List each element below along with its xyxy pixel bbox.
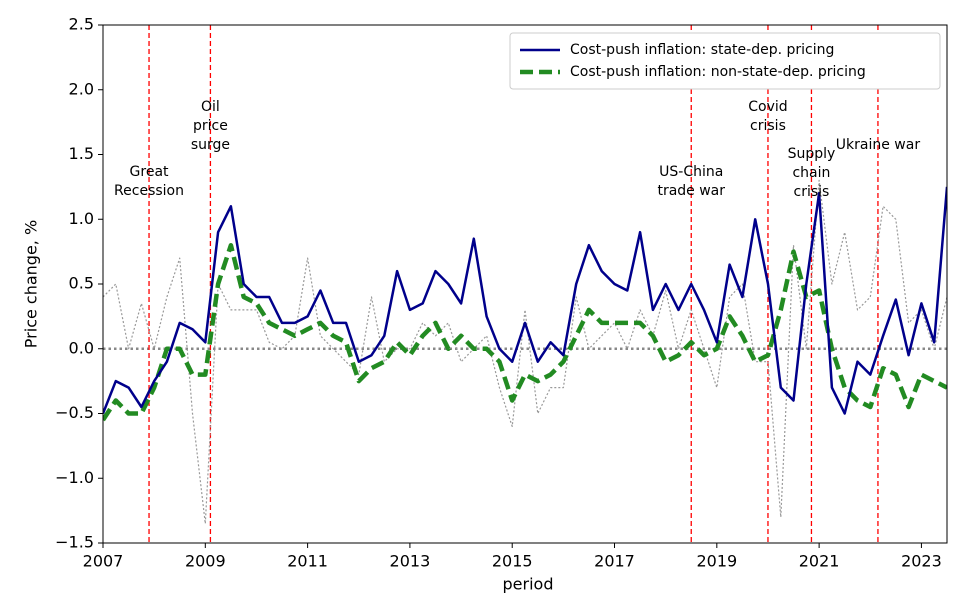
plot-area: [103, 25, 947, 543]
event-label: crisis: [794, 184, 830, 200]
event-label: Oil: [201, 99, 220, 115]
y-tick-label: 2.0: [69, 79, 94, 98]
event-label: chain: [792, 165, 830, 181]
x-tick-label: 2019: [696, 552, 737, 571]
y-tick-label: 1.5: [69, 144, 94, 163]
x-tick-label: 2009: [185, 552, 226, 571]
plot-frame: [102, 24, 948, 544]
series-line: [103, 179, 947, 525]
x-tick-label: 2023: [901, 552, 942, 571]
x-tick-label: 2015: [492, 552, 533, 571]
event-label: Recession: [114, 183, 184, 199]
y-tick-label: −1.5: [55, 533, 94, 552]
x-tick-label: 2017: [594, 552, 635, 571]
series-line: [103, 186, 947, 415]
event-label: surge: [191, 137, 230, 153]
event-label: Great: [130, 164, 169, 180]
event-label: Supply: [788, 146, 836, 162]
y-tick-label: 1.0: [69, 209, 94, 228]
y-tick-label: −1.0: [55, 468, 94, 487]
series-line: [103, 242, 947, 422]
x-tick-label: 2013: [390, 552, 431, 571]
y-tick-label: 0.5: [69, 274, 94, 293]
x-tick-label: 2007: [83, 552, 124, 571]
event-label: price: [193, 118, 228, 134]
legend-box: [509, 32, 941, 90]
event-label: trade war: [657, 183, 725, 199]
event-label: Covid: [748, 99, 787, 115]
x-tick-label: 2011: [287, 552, 328, 571]
event-label: US-China: [659, 164, 723, 180]
legend-label: Cost-push inflation: non-state-dep. pric…: [570, 64, 866, 80]
y-tick-label: 0.0: [69, 338, 94, 357]
x-tick-label: 2021: [799, 552, 840, 571]
event-label: Ukraine war: [836, 137, 921, 153]
y-tick-label: −0.5: [55, 403, 94, 422]
y-axis-label: Price change, %: [22, 220, 41, 348]
x-axis-label: period: [503, 575, 554, 593]
event-label: crisis: [750, 118, 786, 134]
y-tick-label: 2.5: [69, 15, 94, 34]
legend-label: Cost-push inflation: state-dep. pricing: [570, 42, 834, 58]
